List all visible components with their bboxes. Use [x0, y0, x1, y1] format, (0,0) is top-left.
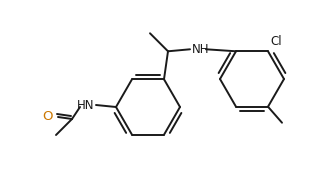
Text: Cl: Cl	[270, 35, 282, 48]
Text: O: O	[43, 110, 53, 122]
Text: HN: HN	[77, 98, 94, 112]
Text: NH: NH	[192, 43, 210, 56]
